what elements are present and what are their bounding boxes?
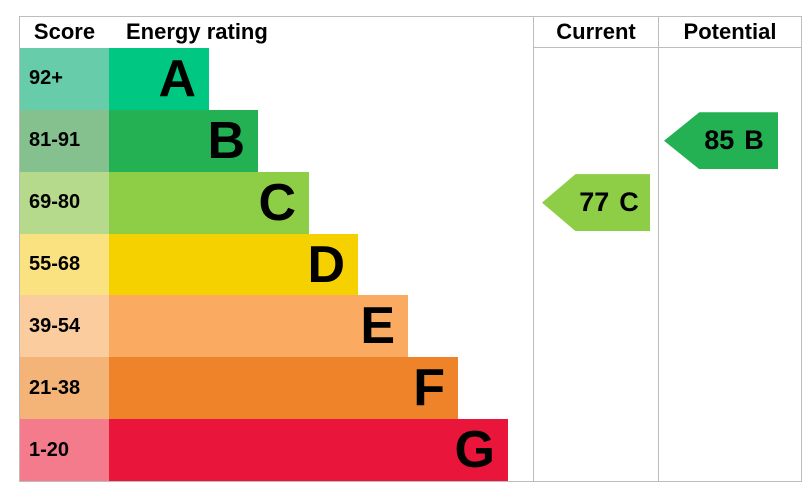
band-row-c: 69-80 C 77 C [20,171,801,234]
header-potential: Potential [658,17,801,48]
current-column-cell [533,419,658,482]
band-row-a: 92+ A [20,48,801,110]
score-cell: 81-91 [20,109,109,172]
current-column-cell [533,48,658,110]
score-cell: 69-80 [20,171,109,234]
score-cell: 21-38 [20,357,109,420]
rating-bar: G [109,419,508,482]
potential-column-cell: 85 B [658,109,801,172]
bar-zone: B [109,109,533,172]
bar-zone: D [109,233,533,296]
current-rating-arrow: 77 C [542,174,650,232]
potential-column-cell [658,295,801,358]
score-cell: 55-68 [20,233,109,296]
current-column-cell [533,233,658,296]
header-current: Current [533,17,658,48]
rating-bar: F [109,357,458,420]
score-cell: 92+ [20,48,109,110]
potential-column-cell [658,419,801,482]
bar-zone: G [109,419,533,482]
rating-bar: C [109,171,309,234]
band-row-b: 81-91 B 85 B [20,109,801,172]
bar-zone: E [109,295,533,358]
band-row-g: 1-20 G [20,419,801,482]
potential-column-cell [658,357,801,420]
band-rows: 92+ A 81-91 B 85 B [20,48,801,482]
band-letter: D [307,235,345,294]
potential-rating-letter: B [744,125,764,156]
score-cell: 1-20 [20,419,109,482]
rating-bar: A [109,48,209,110]
potential-column-cell [658,171,801,234]
bar-zone: F [109,357,533,420]
potential-rating-arrow: 85 B [664,112,778,170]
header-energy-rating: Energy rating [126,19,268,44]
bar-zone: C [109,171,533,234]
band-letter: C [258,173,296,232]
current-rating-value: 77 [579,187,610,218]
band-letter: E [360,297,395,356]
band-row-d: 55-68 D [20,233,801,296]
energy-rating-chart: Score Energy rating Current Potential 92… [19,16,802,482]
score-cell: 39-54 [20,295,109,358]
header-row: Score Energy rating Current Potential [20,17,801,48]
rating-bar: E [109,295,408,358]
potential-column-cell [658,233,801,296]
current-column-cell [533,109,658,172]
rating-bar: D [109,233,358,296]
bar-zone: A [109,48,533,110]
header-score: Score [33,19,96,44]
current-column-cell [533,357,658,420]
band-row-f: 21-38 F [20,357,801,420]
band-letter: F [413,359,445,418]
band-letter: G [454,421,495,480]
band-letter: A [158,49,196,108]
band-letter: B [207,111,245,170]
band-row-e: 39-54 E [20,295,801,358]
potential-rating-value: 85 [704,125,735,156]
rating-bar: B [109,109,258,172]
current-rating-letter: C [619,187,639,218]
current-column-cell: 77 C [533,171,658,234]
current-column-cell [533,295,658,358]
potential-column-cell [658,48,801,110]
